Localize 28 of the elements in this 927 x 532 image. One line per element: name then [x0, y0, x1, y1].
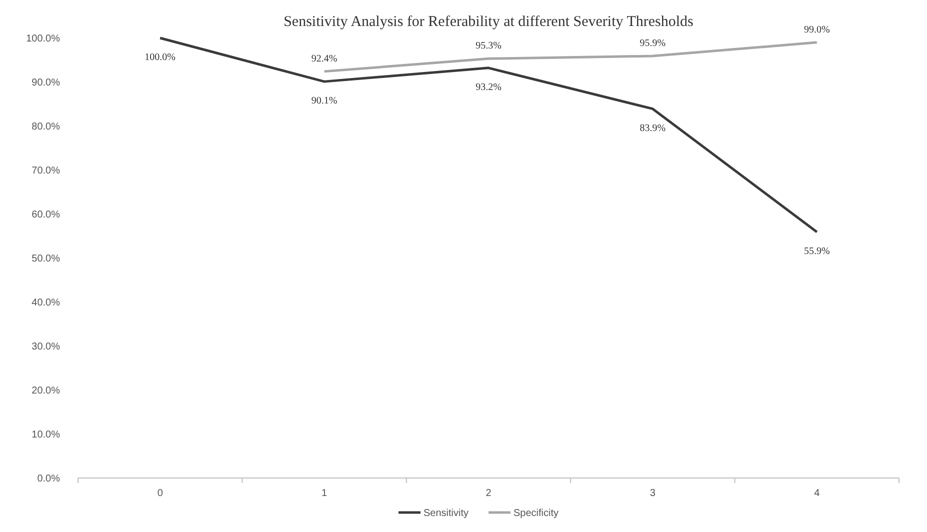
chart-title: Sensitivity Analysis for Referability at different Severity Thresholds	[284, 14, 694, 30]
data-label: 99.0%	[804, 24, 830, 36]
data-label: 93.2%	[476, 82, 502, 93]
y-tick-label: 70.0%	[32, 166, 60, 176]
x-tick-label: 2	[486, 488, 492, 499]
data-label: 100.0%	[144, 52, 176, 63]
y-tick-label: 100.0%	[26, 34, 60, 44]
x-tick-label: 4	[814, 488, 820, 499]
legend-label: Sensitivity	[424, 508, 469, 519]
y-tick-label: 50.0%	[32, 254, 60, 264]
y-tick-label: 90.0%	[32, 78, 60, 88]
y-tick-label: 60.0%	[32, 210, 60, 220]
data-label: 55.9%	[804, 246, 830, 258]
y-tick-label: 30.0%	[32, 342, 60, 352]
y-tick-label: 10.0%	[32, 430, 60, 440]
data-label: 95.9%	[640, 38, 666, 50]
data-label: 83.9%	[640, 122, 666, 134]
data-label: 92.4%	[311, 53, 338, 64]
legend-label: Specificity	[514, 508, 559, 519]
data-label: 95.3%	[476, 40, 502, 52]
x-tick-label: 1	[322, 488, 328, 499]
data-label: 90.1%	[311, 96, 338, 107]
y-tick-label: 40.0%	[32, 298, 60, 308]
x-tick-label: 0	[157, 488, 164, 499]
y-tick-label: 80.0%	[32, 122, 60, 132]
y-tick-label: 20.0%	[32, 386, 60, 396]
y-tick-label: 0.0%	[37, 474, 60, 484]
x-tick-label: 3	[650, 488, 656, 499]
